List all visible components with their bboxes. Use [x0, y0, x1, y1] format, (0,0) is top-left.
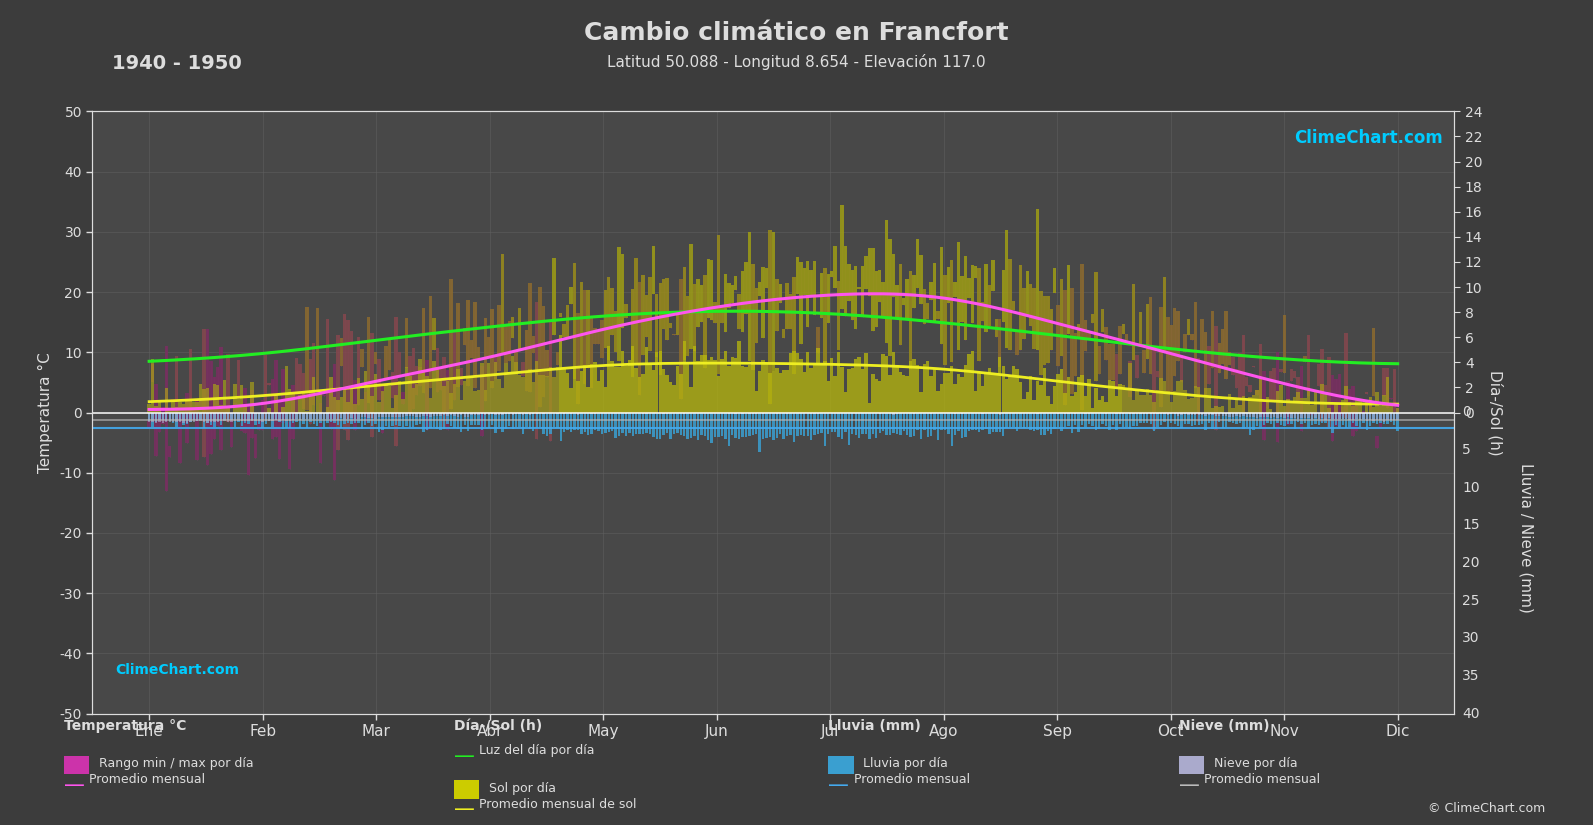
Y-axis label: Día-/Sol (h): Día-/Sol (h) [1488, 370, 1504, 455]
Text: —: — [64, 775, 84, 794]
Text: ClimeChart.com: ClimeChart.com [115, 663, 239, 677]
Text: Latitud 50.088 - Longitud 8.654 - Elevación 117.0: Latitud 50.088 - Longitud 8.654 - Elevac… [607, 54, 986, 69]
Text: 35: 35 [1462, 669, 1480, 683]
Text: Promedio mensual de sol: Promedio mensual de sol [479, 798, 637, 811]
Text: 20: 20 [1462, 556, 1480, 570]
Text: —: — [454, 746, 475, 766]
Text: Sol por día: Sol por día [489, 782, 556, 795]
Text: 30: 30 [1462, 631, 1480, 645]
Text: —: — [454, 799, 475, 819]
Text: 25: 25 [1462, 594, 1480, 608]
Text: 1940 - 1950: 1940 - 1950 [112, 54, 241, 73]
Text: Promedio mensual: Promedio mensual [1204, 773, 1321, 786]
Text: Temperatura °C: Temperatura °C [64, 719, 186, 733]
Y-axis label: Temperatura °C: Temperatura °C [38, 352, 53, 473]
Text: Promedio mensual: Promedio mensual [89, 773, 205, 786]
Text: Nieve por día: Nieve por día [1214, 757, 1297, 771]
Text: Rango min / max por día: Rango min / max por día [99, 757, 253, 771]
Text: —: — [828, 775, 849, 794]
Text: Promedio mensual: Promedio mensual [854, 773, 970, 786]
Text: Lluvia por día: Lluvia por día [863, 757, 948, 771]
Text: Cambio climático en Francfort: Cambio climático en Francfort [585, 21, 1008, 45]
Text: Día-/Sol (h): Día-/Sol (h) [454, 719, 542, 733]
Text: © ClimeChart.com: © ClimeChart.com [1427, 802, 1545, 815]
Text: ClimeChart.com: ClimeChart.com [1294, 130, 1443, 148]
Text: Lluvia (mm): Lluvia (mm) [828, 719, 921, 733]
Text: Luz del día por día: Luz del día por día [479, 744, 596, 757]
Text: 40: 40 [1462, 707, 1480, 720]
Text: 0: 0 [1462, 406, 1470, 419]
Text: —: — [1179, 775, 1200, 794]
Text: 15: 15 [1462, 518, 1480, 532]
Text: Nieve (mm): Nieve (mm) [1179, 719, 1270, 733]
Text: 5: 5 [1462, 443, 1470, 457]
Text: 10: 10 [1462, 481, 1480, 495]
Text: Lluvia / Nieve (mm): Lluvia / Nieve (mm) [1518, 464, 1534, 613]
